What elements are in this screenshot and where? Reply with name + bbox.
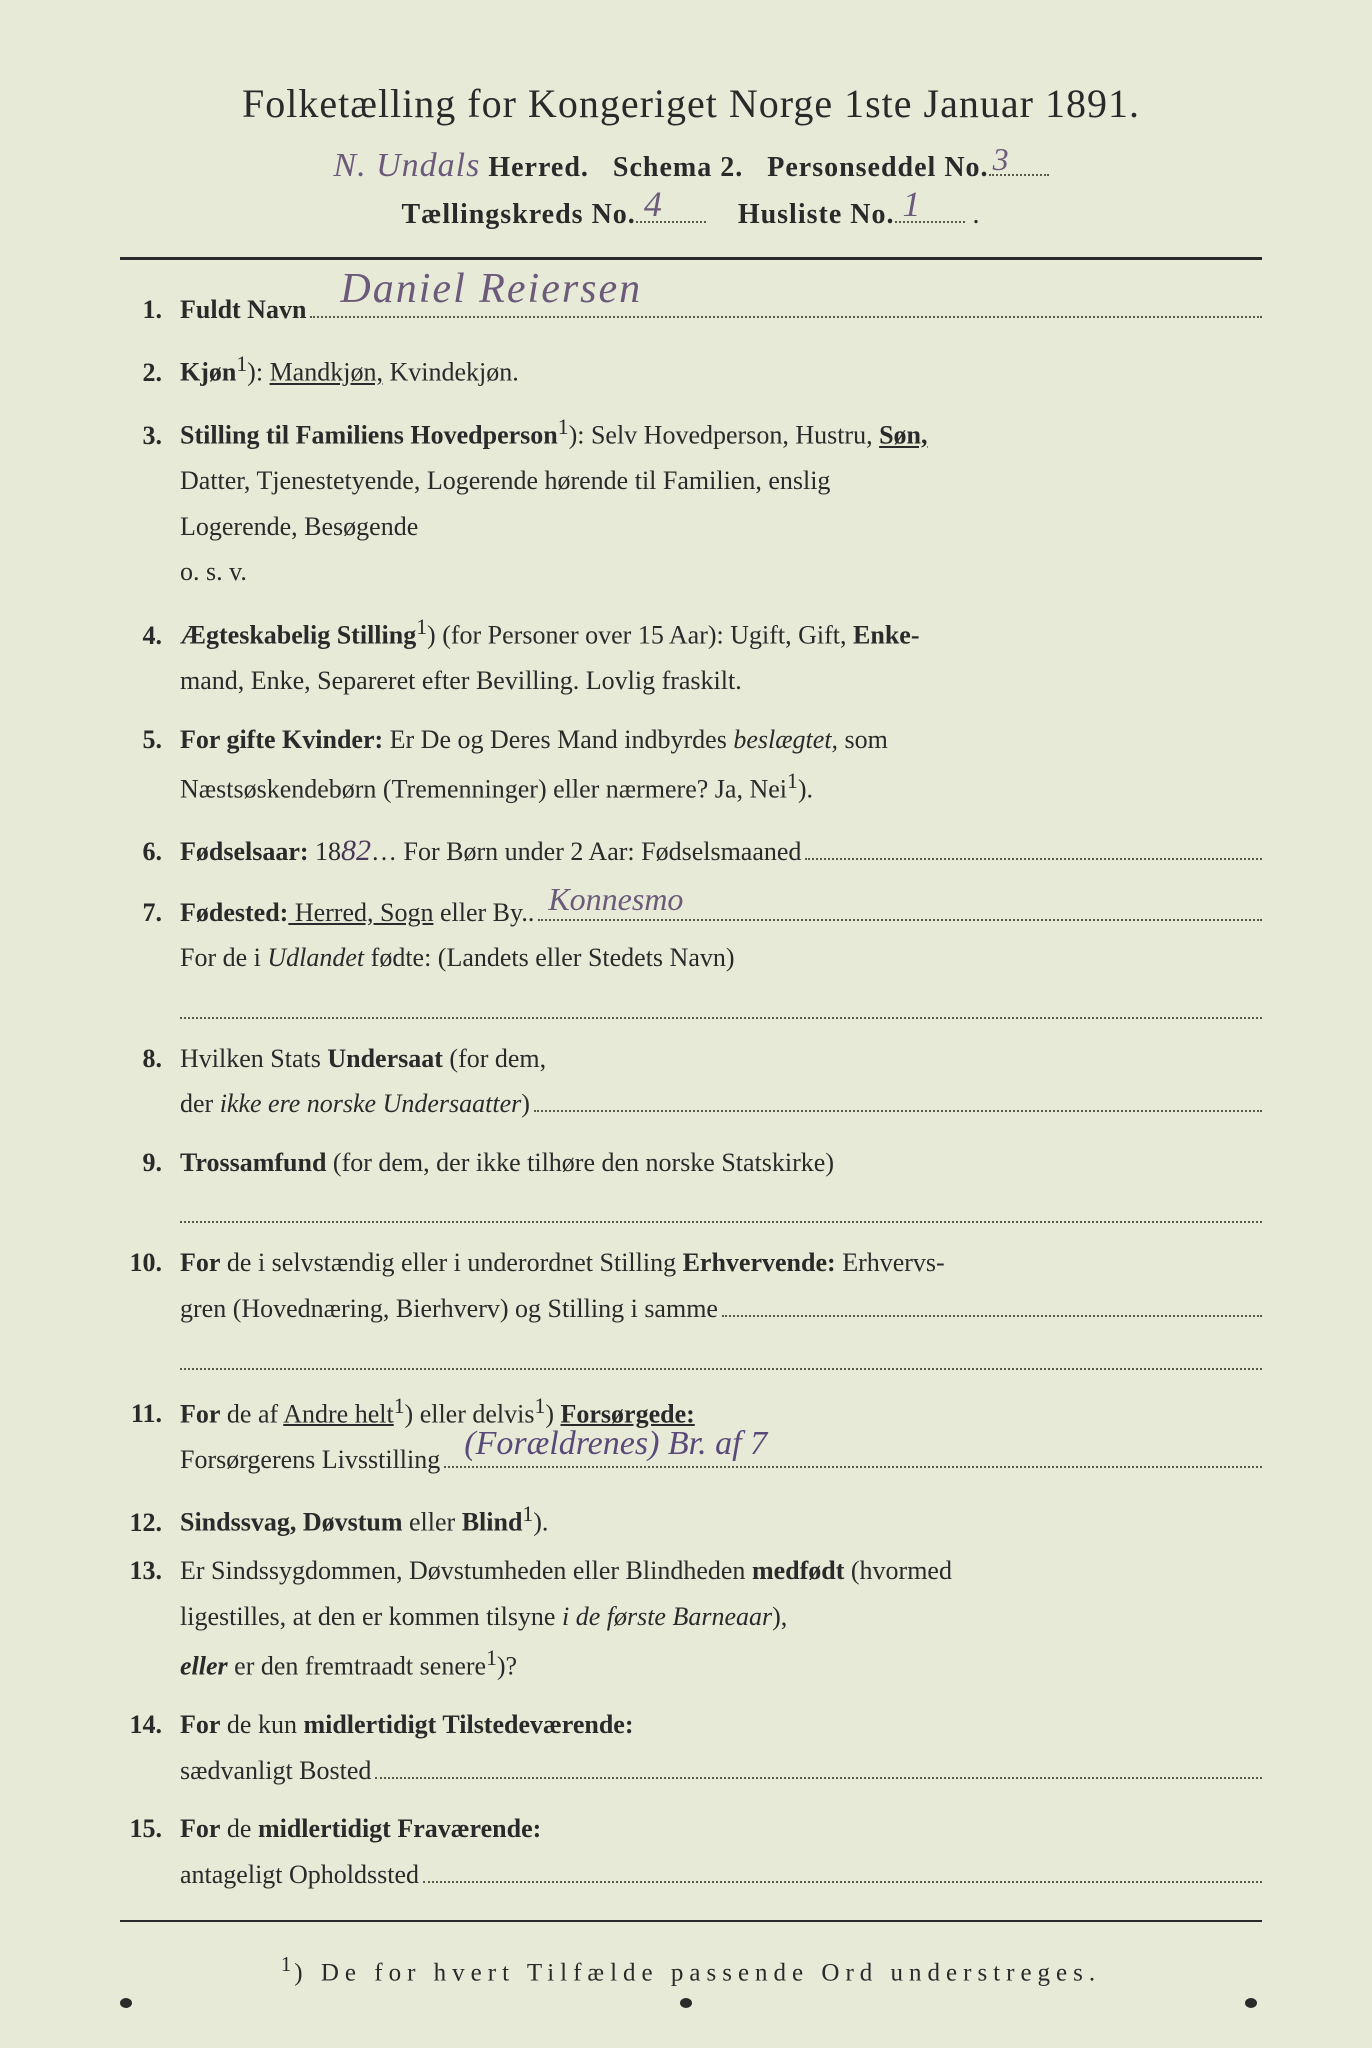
herred-label: Herred. bbox=[488, 152, 589, 183]
kreds-label: Tællingskreds No. bbox=[401, 199, 635, 230]
item-num: 14. bbox=[120, 1705, 180, 1745]
item-num: 4. bbox=[120, 616, 180, 656]
divider-bottom bbox=[120, 1920, 1262, 1922]
item-8-line2: der ikke ere norske Undersaatter) bbox=[180, 1083, 1262, 1125]
item-num: 6. bbox=[120, 832, 180, 872]
item-6-label: Fødselsaar: bbox=[180, 837, 309, 866]
herred-handwriting: N. Undals bbox=[333, 147, 480, 185]
item-10-blank bbox=[180, 1347, 1262, 1369]
ink-dot bbox=[680, 1998, 692, 2008]
personseddel-handwriting: 3 bbox=[993, 141, 1010, 178]
item-13-line2: ligestilles, at den er kommen tilsyne i … bbox=[180, 1596, 1262, 1638]
item-7-handwriting: Konnesmo bbox=[548, 875, 683, 925]
item-9-label: Trossamfund bbox=[180, 1148, 326, 1177]
item-num: 7. bbox=[120, 893, 180, 933]
item-num: 9. bbox=[120, 1143, 180, 1183]
item-15: 15. For de midlertidigt Fraværende: bbox=[120, 1809, 1262, 1849]
item-1-label: Fuldt Navn bbox=[180, 290, 306, 330]
item-3-line3: Logerende, Besøgende bbox=[180, 506, 1262, 548]
header-line-1: N. Undals Herred. Schema 2. Personseddel… bbox=[120, 147, 1262, 185]
item-12: 12. Sindssvag, Døvstum eller Blind1). bbox=[120, 1498, 1262, 1543]
item-num: 5. bbox=[120, 720, 180, 760]
schema-label: Schema 2. bbox=[613, 152, 743, 183]
kreds-handwriting: 4 bbox=[644, 183, 663, 225]
husliste-label: Husliste No. bbox=[738, 199, 895, 230]
item-num: 12. bbox=[120, 1503, 180, 1543]
item-num: 1. bbox=[120, 290, 180, 330]
item-6: 6. Fødselsaar: 1882… For Børn under 2 Aa… bbox=[120, 828, 1262, 875]
item-13: 13. Er Sindssygdommen, Døvstumheden elle… bbox=[120, 1551, 1262, 1591]
item-15-line2: antageligt Opholdssted bbox=[180, 1854, 1262, 1896]
item-14-line2: sædvanligt Bosted bbox=[180, 1750, 1262, 1792]
item-3-line2: Datter, Tjenestetyende, Logerende hørend… bbox=[180, 460, 1262, 502]
item-7: 7. Fødested: Herred, Sogn eller By.. Kon… bbox=[120, 893, 1262, 933]
item-1-handwriting: Daniel Reiersen bbox=[340, 257, 642, 322]
item-2-label: Kjøn bbox=[180, 358, 236, 387]
footnote: 1) De for hvert Tilfælde passende Ord un… bbox=[120, 1952, 1262, 1987]
item-13-line3: eller er den fremtraadt senere1)? bbox=[180, 1641, 1262, 1687]
item-7-blank bbox=[180, 996, 1262, 1018]
item-4-line2: mand, Enke, Separeret efter Bevilling. L… bbox=[180, 660, 1262, 702]
item-9: 9. Trossamfund (for dem, der ikke tilhør… bbox=[120, 1143, 1262, 1183]
item-num: 15. bbox=[120, 1809, 180, 1849]
item-7-label: Fødested: bbox=[180, 898, 288, 927]
item-3-line4: o. s. v. bbox=[180, 551, 1262, 593]
item-num: 8. bbox=[120, 1039, 180, 1079]
ink-dot bbox=[1245, 1998, 1257, 2008]
item-5-line2: Næstsøskendebørn (Tremenninger) eller næ… bbox=[180, 764, 1262, 810]
item-7-line2: For de i Udlandet fødte: (Landets eller … bbox=[180, 937, 1262, 979]
item-num: 10. bbox=[120, 1243, 180, 1283]
census-form-page: Folketælling for Kongeriget Norge 1ste J… bbox=[0, 0, 1372, 2048]
item-num: 3. bbox=[120, 416, 180, 456]
item-num: 13. bbox=[120, 1551, 180, 1591]
item-4: 4. Ægteskabelig Stilling1) (for Personer… bbox=[120, 611, 1262, 656]
item-1: 1. Fuldt Navn Daniel Reiersen bbox=[120, 290, 1262, 330]
item-5: 5. For gifte Kvinder: Er De og Deres Man… bbox=[120, 720, 1262, 760]
item-4-label: Ægteskabelig Stilling bbox=[180, 621, 416, 650]
item-9-blank bbox=[180, 1201, 1262, 1223]
item-3: 3. Stilling til Familiens Hovedperson1):… bbox=[120, 411, 1262, 456]
item-5-label: For gifte Kvinder: bbox=[180, 725, 383, 754]
husliste-handwriting: 1 bbox=[903, 183, 922, 225]
item-11-line2: Forsørgerens Livsstilling (Forældrenes) … bbox=[180, 1439, 1262, 1481]
item-2-selected: Mandkjøn, bbox=[270, 358, 383, 387]
item-2: 2. Kjøn1): Mandkjøn, Kvindekjøn. bbox=[120, 348, 1262, 393]
item-11-handwriting: (Forældrenes) Br. af 7 bbox=[464, 1417, 767, 1471]
item-3-label: Stilling til Familiens Hovedperson bbox=[180, 421, 558, 450]
item-10: 10. For de i selvstændig eller i underor… bbox=[120, 1243, 1262, 1283]
item-14: 14. For de kun midlertidigt Tilstedevære… bbox=[120, 1705, 1262, 1745]
item-3-selected: Søn, bbox=[879, 421, 927, 450]
personseddel-label: Personseddel No. bbox=[767, 152, 988, 183]
item-8: 8. Hvilken Stats Undersaat (for dem, bbox=[120, 1039, 1262, 1079]
form-title: Folketælling for Kongeriget Norge 1ste J… bbox=[120, 80, 1262, 127]
item-num: 2. bbox=[120, 353, 180, 393]
item-6-handwriting: 82 bbox=[341, 828, 371, 875]
item-12-label: Sindssvag, Døvstum bbox=[180, 1508, 403, 1537]
item-num: 11. bbox=[120, 1394, 180, 1434]
item-10-line2: gren (Hovednæring, Bierhverv) og Stillin… bbox=[180, 1288, 1262, 1330]
ink-dot bbox=[120, 1998, 132, 2008]
header-line-2: Tællingskreds No.4 Husliste No.1 . bbox=[120, 199, 1262, 231]
divider-top bbox=[120, 257, 1262, 260]
